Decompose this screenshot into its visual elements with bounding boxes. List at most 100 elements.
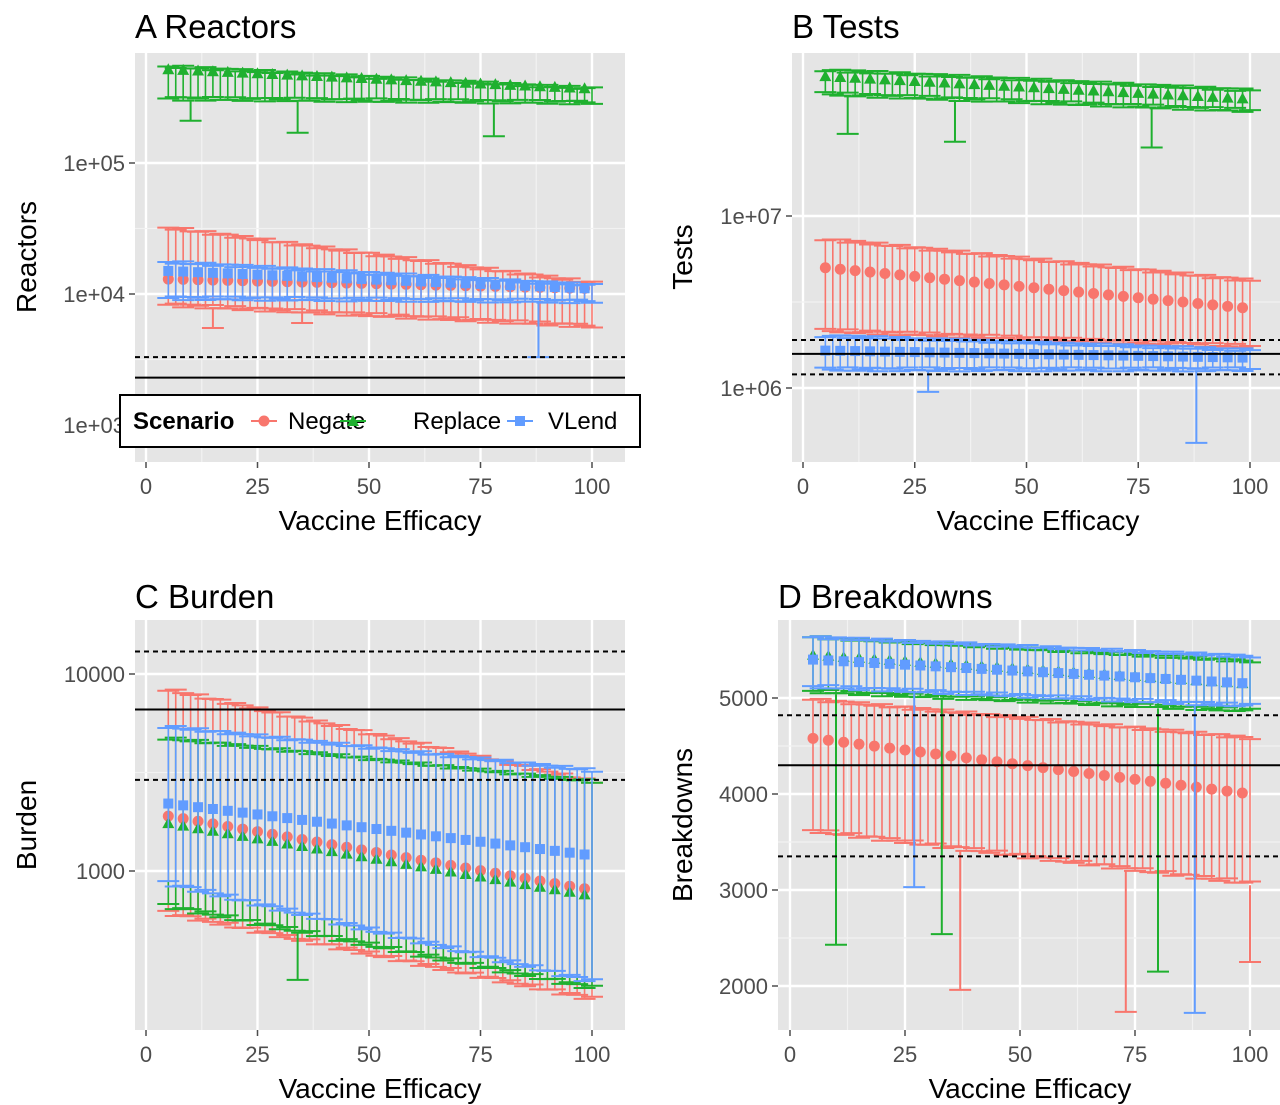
point <box>878 73 891 85</box>
point <box>834 70 847 82</box>
x-tick-label: 0 <box>140 474 152 499</box>
point <box>838 736 850 748</box>
point <box>326 272 337 283</box>
point <box>1237 678 1248 689</box>
y-axis-title: Breakdowns <box>667 748 698 902</box>
point <box>1088 350 1099 361</box>
point <box>1190 781 1202 793</box>
point <box>579 283 590 294</box>
point <box>520 842 531 853</box>
point <box>1192 351 1203 362</box>
point <box>884 742 896 754</box>
point <box>998 279 1010 291</box>
point <box>430 831 441 842</box>
point <box>237 807 248 818</box>
point <box>1058 285 1070 297</box>
legend: Scenario Negate Replace VLend <box>119 394 641 448</box>
y-axis-title: Tests <box>667 224 698 289</box>
x-tick-label: 25 <box>245 1042 269 1067</box>
point <box>1236 92 1249 104</box>
y-axis-title: Reactors <box>11 201 42 313</box>
point <box>401 275 412 286</box>
point <box>356 822 367 833</box>
point <box>998 79 1011 91</box>
point <box>490 838 501 849</box>
point <box>564 847 575 858</box>
point <box>1177 296 1189 308</box>
legend-box <box>119 394 641 448</box>
point <box>1221 785 1233 797</box>
point <box>1144 775 1156 787</box>
y-tick-label: 1e+05 <box>63 151 125 176</box>
point <box>252 809 263 820</box>
x-tick-label: 25 <box>893 1042 917 1067</box>
x-tick-label: 0 <box>140 1042 152 1067</box>
point <box>475 836 486 847</box>
point <box>1177 351 1188 362</box>
point <box>838 656 849 667</box>
point <box>1191 675 1202 686</box>
y-tick-label: 1e+06 <box>720 376 782 401</box>
point <box>282 813 293 824</box>
point <box>819 70 832 82</box>
point <box>1206 783 1218 795</box>
point <box>340 71 353 83</box>
y-tick-label: 1e+07 <box>720 204 782 229</box>
point <box>1099 670 1110 681</box>
point <box>1068 668 1079 679</box>
point <box>1114 671 1125 682</box>
point <box>282 270 293 281</box>
point <box>1147 87 1160 99</box>
point <box>416 276 427 287</box>
point <box>1117 290 1129 302</box>
point <box>1102 85 1115 97</box>
point <box>296 69 309 81</box>
y-tick-label: 5000 <box>719 686 768 711</box>
point <box>444 76 457 88</box>
point <box>1013 280 1025 292</box>
point <box>563 81 576 93</box>
point <box>864 72 877 84</box>
point <box>1222 677 1232 688</box>
point <box>505 840 516 851</box>
point <box>370 72 383 84</box>
point <box>968 276 980 288</box>
point <box>311 272 322 283</box>
point <box>193 267 204 278</box>
point <box>1160 673 1171 684</box>
point <box>385 73 398 85</box>
point <box>1007 665 1018 676</box>
point <box>520 280 531 291</box>
x-tick-label: 50 <box>357 1042 381 1067</box>
point <box>850 346 861 357</box>
point <box>177 63 190 75</box>
point <box>297 271 308 282</box>
point <box>1117 86 1130 98</box>
point <box>864 266 876 278</box>
point <box>1237 352 1248 363</box>
point <box>1176 674 1186 685</box>
point <box>400 74 413 86</box>
plot-background <box>135 53 625 462</box>
point <box>1207 299 1219 311</box>
series-replace <box>157 63 603 138</box>
x-tick-label: 0 <box>784 1042 796 1067</box>
data-layer <box>802 635 1261 1014</box>
point <box>355 72 368 84</box>
point <box>1237 302 1249 314</box>
point <box>1068 766 1080 778</box>
series-vlend <box>802 635 1261 1014</box>
point <box>206 65 219 77</box>
point <box>386 825 397 836</box>
point <box>807 732 819 744</box>
point <box>1087 84 1100 96</box>
x-tick-label: 25 <box>903 474 927 499</box>
point <box>415 74 428 86</box>
y-axis-title: Burden <box>11 780 42 870</box>
panel-D: 0 25 50 75 100 2000 3000 4000 5000 D Breakdowns Va… <box>667 578 1280 1104</box>
point <box>1148 351 1159 362</box>
panel-B: 0 25 50 75 100 1e+06 1e+07 B Tests Vaccine Effic… <box>667 8 1280 536</box>
point <box>163 265 174 276</box>
point <box>1053 668 1064 679</box>
